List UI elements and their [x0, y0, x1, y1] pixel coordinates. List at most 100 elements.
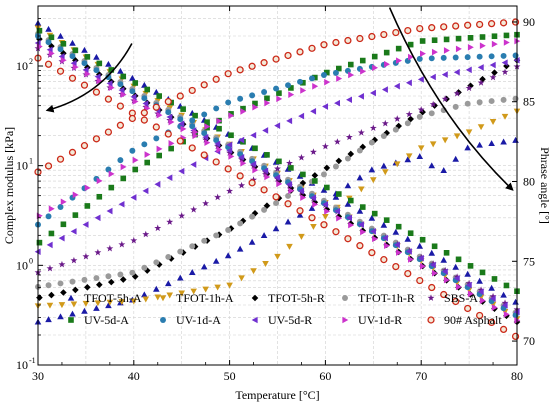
phase-point: [131, 273, 139, 280]
phase-point: [428, 110, 435, 117]
phase-point: [130, 298, 138, 305]
modulus-point: [116, 102, 125, 110]
modulus-point: [440, 256, 448, 263]
phase-point: [228, 112, 235, 119]
modulus-point: [489, 295, 496, 302]
phase-point: [272, 55, 280, 63]
phase-point: [192, 128, 199, 136]
phase-point: [48, 205, 55, 213]
phase-point: [467, 43, 474, 51]
phase-point: [284, 218, 292, 225]
phase-point: [252, 100, 258, 107]
phase-point: [428, 162, 436, 169]
phase-point: [93, 304, 100, 311]
modulus-point: [336, 191, 342, 197]
modulus-point: [180, 125, 187, 133]
y-left-tick-exponent: 1: [29, 157, 33, 166]
modulus-point: [141, 95, 148, 102]
modulus-point: [452, 263, 459, 270]
phase-point: [214, 193, 222, 201]
modulus-point: [464, 270, 471, 277]
phase-point: [178, 290, 185, 297]
phase-point: [250, 268, 257, 275]
phase-point: [440, 54, 447, 61]
modulus-point: [383, 217, 390, 223]
modulus-point: [48, 34, 55, 41]
phase-point: [84, 203, 91, 209]
phase-point: [57, 203, 64, 210]
phase-point: [106, 299, 114, 306]
modulus-point: [216, 146, 223, 153]
modulus-point: [284, 200, 292, 208]
modulus-point: [72, 57, 79, 64]
modulus-point: [202, 136, 210, 143]
phase-point: [214, 284, 221, 291]
modulus-point: [405, 248, 412, 255]
phase-point: [417, 106, 425, 113]
phase-point: [296, 48, 304, 56]
phase-point: [384, 60, 391, 68]
phase-point: [45, 213, 52, 220]
phase-point: [164, 97, 172, 106]
phase-point: [320, 171, 327, 178]
phase-point: [201, 111, 208, 118]
phase-point: [144, 151, 151, 158]
modulus-point: [264, 152, 270, 158]
modulus-point: [312, 201, 319, 208]
modulus-point: [491, 304, 498, 311]
phase-point: [107, 278, 115, 286]
phase-point: [336, 65, 342, 72]
trend-arrow: [45, 43, 133, 113]
modulus-point: [164, 130, 172, 138]
modulus-point: [202, 133, 209, 141]
phase-point: [299, 179, 307, 187]
phase-point: [60, 289, 67, 296]
modulus-point: [419, 263, 426, 270]
phase-point: [226, 187, 234, 195]
x-tick-label: 40: [128, 369, 140, 383]
legend-item: UV-1d-A: [160, 313, 221, 327]
modulus-point: [84, 70, 91, 78]
phase-point: [348, 71, 355, 79]
modulus-point: [320, 186, 328, 193]
modulus-point: [310, 194, 317, 202]
modulus-point: [417, 254, 424, 262]
phase-point: [154, 181, 161, 188]
phase-point: [264, 95, 270, 102]
modulus-point: [226, 149, 234, 156]
phase-point: [166, 218, 174, 225]
phase-point: [252, 103, 259, 111]
phase-point: [178, 167, 185, 175]
phase-point: [360, 68, 367, 75]
phase-point: [500, 96, 507, 103]
phase-point: [153, 285, 160, 292]
phase-point: [453, 68, 460, 76]
phase-point: [477, 124, 485, 131]
modulus-point: [82, 66, 89, 74]
modulus-point: [204, 139, 211, 146]
phase-point: [312, 82, 319, 90]
phase-point: [190, 288, 197, 295]
modulus-point: [104, 95, 113, 103]
modulus-point: [156, 111, 163, 119]
legend-marker: [342, 295, 348, 301]
phase-point: [369, 124, 377, 131]
modulus-point: [57, 32, 64, 39]
phase-point: [236, 245, 244, 252]
phase-point: [105, 273, 112, 280]
modulus-point: [428, 283, 436, 292]
phase-point: [46, 264, 54, 272]
modulus-point: [324, 184, 330, 191]
modulus-point: [499, 325, 508, 334]
modulus-point: [178, 120, 185, 128]
y-left-tick-label: 10: [16, 159, 28, 173]
phase-point: [262, 127, 269, 134]
modulus-point: [455, 256, 462, 263]
series-90-asphalt: [34, 18, 520, 341]
modulus-point: [453, 275, 460, 282]
modulus-point: [322, 201, 329, 208]
modulus-point: [226, 147, 233, 154]
modulus-point: [129, 88, 136, 95]
modulus-point: [416, 242, 424, 249]
modulus-point: [177, 116, 184, 123]
